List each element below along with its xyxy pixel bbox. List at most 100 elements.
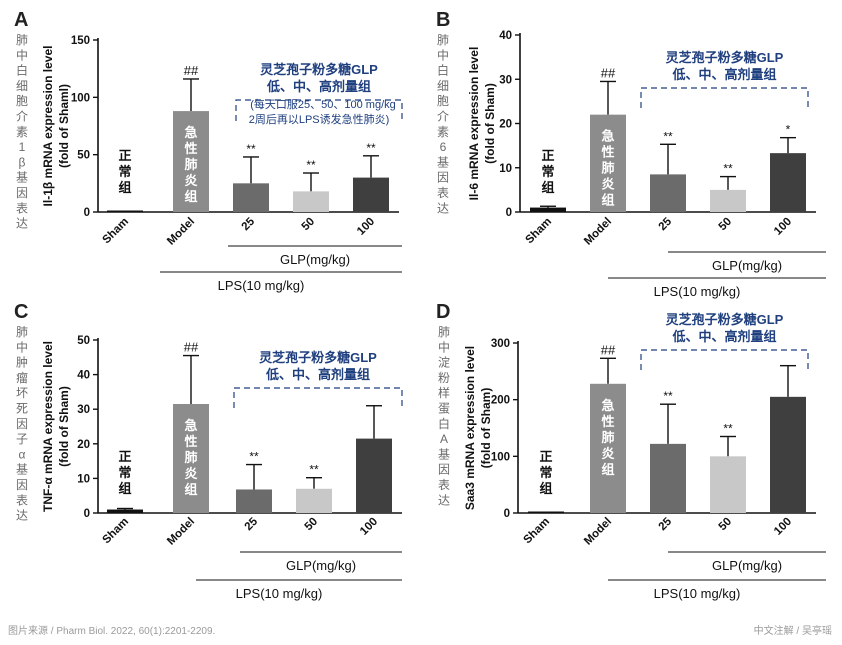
significance-25: ** [249, 450, 259, 464]
bar-25 [650, 174, 686, 212]
x-tick-label: Sham [523, 216, 554, 247]
model-label-char: 肺 [184, 450, 197, 465]
bar-50 [296, 488, 332, 513]
model-label-char: 性 [601, 145, 614, 160]
significance-25: ** [663, 129, 673, 143]
source-credit: 图片来源 / Pharm Biol. 2022, 60(1):2201-2209… [8, 626, 216, 637]
glp-label: GLP(mg/kg) [280, 252, 350, 267]
y-axis-label: Il-1β mRNA expression level [41, 46, 55, 207]
side-label-char: 达 [437, 201, 449, 215]
side-label: 肺中淀粉样蛋白 A 基因表达 [438, 325, 450, 507]
side-label-char: α [19, 447, 26, 461]
panel-letter: C [14, 301, 28, 323]
side-label-char: 肺 [438, 325, 450, 339]
bar-100 [356, 438, 392, 513]
x-tick-label: Sham [521, 516, 552, 547]
y-tick-label: 50 [77, 150, 90, 162]
x-tick-label: Model [582, 516, 614, 548]
y-tick-label: 100 [71, 92, 90, 104]
side-label-char: 素 [437, 125, 449, 139]
side-label-char: 中 [16, 339, 28, 354]
side-label-char: 达 [16, 509, 28, 523]
y-axis-label-unit: (fold of Sham) [479, 388, 493, 469]
model-label-char: 性 [601, 414, 614, 429]
side-label-char: 坏 [16, 386, 28, 400]
side-label-char: 素 [16, 125, 28, 139]
x-tick-label: 100 [772, 516, 794, 538]
translation-credit: 中文注解 / 吴亭瑶 [753, 626, 832, 637]
model-label-char: 炎 [601, 446, 614, 461]
side-label-char: 基 [438, 447, 450, 461]
bar-Model [590, 383, 626, 513]
group-subtitle: 低、中、高剂量组 [266, 79, 371, 94]
side-label: 肺中白细胞介素 6 基因表达 [437, 33, 449, 215]
side-label: 肺中白细胞介素 1 β 基因表达 [16, 33, 28, 231]
model-label-char: 急 [601, 129, 614, 144]
side-label-char: 中 [438, 339, 450, 354]
x-tick-label: 50 [303, 516, 321, 534]
significance-Model: ## [601, 342, 616, 357]
side-label-char: 瘤 [16, 370, 28, 385]
bar-Model [173, 111, 209, 212]
x-tick-label: Model [165, 216, 197, 248]
model-label-char: 肺 [601, 430, 614, 445]
sham-label-char: 常 [118, 465, 131, 480]
sham-label-char: 组 [118, 481, 131, 496]
y-axis-label: Il-6 mRNA expression level [467, 47, 481, 201]
significance-25: ** [246, 142, 256, 156]
y-tick-label: 0 [504, 508, 510, 520]
y-tick-label: 100 [491, 451, 510, 463]
model-label-char: 炎 [601, 177, 614, 192]
group-title: 灵芝孢子粉多糖GLP [260, 62, 378, 77]
side-label-char: β [19, 155, 26, 169]
x-tick-label: Sham [100, 216, 131, 247]
lps-label: LPS(10 mg/kg) [654, 284, 741, 299]
model-label-char: 炎 [184, 466, 197, 481]
x-tick-label: 25 [657, 215, 675, 233]
side-label-char: 中 [16, 47, 28, 62]
model-label: 急性肺炎组 [184, 125, 197, 204]
panel-letter: D [436, 301, 450, 323]
sham-label-char: 正 [118, 449, 131, 464]
significance-Model: ## [184, 63, 199, 78]
x-tick-label: 100 [358, 516, 380, 538]
group-subtitle: 低、中、高剂量组 [671, 329, 776, 344]
group-title: 灵芝孢子粉多糖GLP [666, 312, 784, 327]
model-label-char: 急 [184, 418, 197, 433]
significance-25: ** [663, 389, 673, 403]
sham-label-char: 正 [541, 148, 554, 163]
model-label-char: 炎 [184, 173, 197, 188]
side-label-char: 白 [16, 63, 28, 78]
x-tick-label: 100 [772, 216, 794, 238]
sham-label-char: 常 [539, 465, 552, 480]
x-tick-label: Model [165, 516, 197, 548]
side-label-char: 胞 [437, 94, 449, 108]
y-tick-label: 20 [77, 439, 90, 451]
bar-Sham [107, 210, 143, 212]
model-label-char: 急 [184, 125, 197, 140]
bar-25 [236, 489, 272, 513]
sham-label-char: 常 [541, 164, 554, 179]
bar-100 [770, 153, 806, 212]
model-label-char: 性 [184, 434, 197, 449]
side-label-char: 细 [437, 79, 449, 93]
side-label-char: 基 [16, 463, 28, 477]
x-tick-label: Sham [100, 516, 131, 547]
significance-100: ** [366, 141, 376, 155]
lps-label: LPS(10 mg/kg) [218, 278, 305, 293]
panel-letter: A [14, 9, 28, 31]
lps-label: LPS(10 mg/kg) [654, 586, 741, 601]
glp-label: GLP(mg/kg) [712, 258, 782, 273]
model-label-char: 肺 [184, 157, 197, 172]
group-bracket [640, 87, 809, 108]
x-tick-label: 50 [300, 216, 318, 234]
model-label-char: 急 [601, 398, 614, 413]
sham-label: 正常组 [541, 148, 554, 195]
y-tick-label: 30 [77, 404, 90, 416]
side-label-char: 达 [438, 493, 450, 507]
model-label: 急性肺炎组 [601, 398, 614, 477]
side-label-char: 因 [16, 186, 28, 200]
side-label-char: 蛋 [438, 402, 450, 416]
